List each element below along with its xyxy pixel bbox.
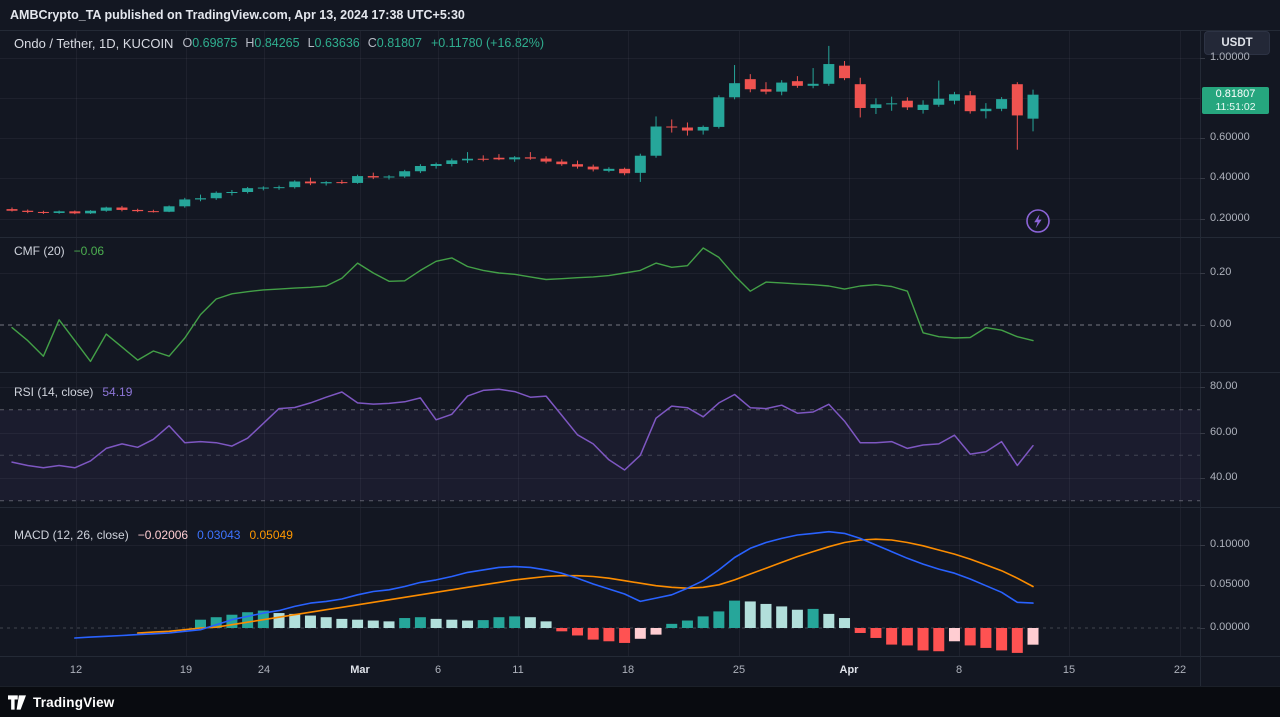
ohlc-values: O0.69875 H0.84265 L0.63636 C0.81807 xyxy=(182,36,422,50)
time-axis-label: 24 xyxy=(257,664,271,676)
symbol-legend: Ondo / Tether, 1D, KUCOIN O0.69875 H0.84… xyxy=(14,34,544,52)
time-axis-label: 19 xyxy=(179,664,193,676)
time-axis-label: Mar xyxy=(350,664,370,676)
time-axis-label: 25 xyxy=(732,664,746,676)
low-value: L0.63636 xyxy=(307,36,360,50)
time-axis-label: 8 xyxy=(955,664,963,676)
macd-line-value: 0.03043 xyxy=(197,528,241,542)
price-scale-label: 0.00000 xyxy=(1210,621,1250,633)
currency-toggle-button[interactable]: USDT xyxy=(1204,31,1270,55)
time-axis-label: 6 xyxy=(434,664,442,676)
footer-bar: TradingView xyxy=(0,686,1280,717)
price-scale-label: 0.60000 xyxy=(1210,131,1250,143)
price-scale-label: 0.20000 xyxy=(1210,212,1250,224)
price-scale[interactable]: 1.00000 0.60000 0.40000 0.20000 0.20 0.00 80.0… xyxy=(1200,30,1280,656)
macd-histogram-value: −0.02006 xyxy=(137,528,189,542)
open-value: O0.69875 xyxy=(182,36,238,50)
close-value: C0.81807 xyxy=(367,36,422,50)
price-scale-label: 0.40000 xyxy=(1210,171,1250,183)
symbol-title[interactable]: Ondo / Tether, 1D, KUCOIN xyxy=(14,35,174,51)
macd-indicator-title[interactable]: MACD (12, 26, close) xyxy=(14,528,129,542)
time-axis[interactable]: 12 19 24 Mar 6 11 18 25 Apr 8 15 22 xyxy=(0,656,1280,686)
time-axis-label: 11 xyxy=(512,664,524,676)
time-axis-label: 18 xyxy=(621,664,635,676)
price-scale-label: 60.00 xyxy=(1210,426,1238,438)
macd-legend: MACD (12, 26, close) −0.02006 0.03043 0.… xyxy=(14,527,293,543)
publish-header-text: AMBCrypto_TA published on TradingView.co… xyxy=(10,8,465,22)
publish-header: AMBCrypto_TA published on TradingView.co… xyxy=(0,0,1280,30)
footer-brand[interactable]: TradingView xyxy=(33,694,115,710)
change-value: +0.11780 (+16.82%) xyxy=(430,36,545,50)
tradingview-logo-icon[interactable] xyxy=(8,694,26,710)
price-scale-label: 40.00 xyxy=(1210,471,1238,483)
time-axis-label: 15 xyxy=(1062,664,1076,676)
last-price: 0.81807 xyxy=(1215,87,1256,100)
price-scale-label: 0.10000 xyxy=(1210,538,1250,550)
price-scale-label: 80.00 xyxy=(1210,380,1238,392)
time-axis-label: Apr xyxy=(839,664,859,676)
rsi-indicator-title[interactable]: RSI (14, close) xyxy=(14,385,94,399)
rsi-legend: RSI (14, close) 54.19 xyxy=(14,384,132,400)
rsi-value: 54.19 xyxy=(102,385,133,399)
price-scale-label: 0.05000 xyxy=(1210,578,1250,590)
price-scale-label: 0.20 xyxy=(1210,266,1232,278)
cmf-value: −0.06 xyxy=(73,244,105,258)
price-scale-label: 1.00000 xyxy=(1210,51,1250,63)
macd-signal-value: 0.05049 xyxy=(249,528,293,542)
high-value: H0.84265 xyxy=(245,36,300,50)
time-axis-label: 12 xyxy=(69,664,83,676)
price-scale-label: 0.00 xyxy=(1210,318,1232,330)
time-axis-label: 22 xyxy=(1173,664,1187,676)
lightning-icon[interactable] xyxy=(1024,207,1052,235)
cmf-indicator-title[interactable]: CMF (20) xyxy=(14,244,65,258)
bar-countdown: 11:51:02 xyxy=(1215,100,1256,113)
last-price-label: 0.81807 11:51:02 xyxy=(1202,87,1269,114)
cmf-legend: CMF (20) −0.06 xyxy=(14,243,104,259)
chart-canvas[interactable] xyxy=(0,0,1280,686)
